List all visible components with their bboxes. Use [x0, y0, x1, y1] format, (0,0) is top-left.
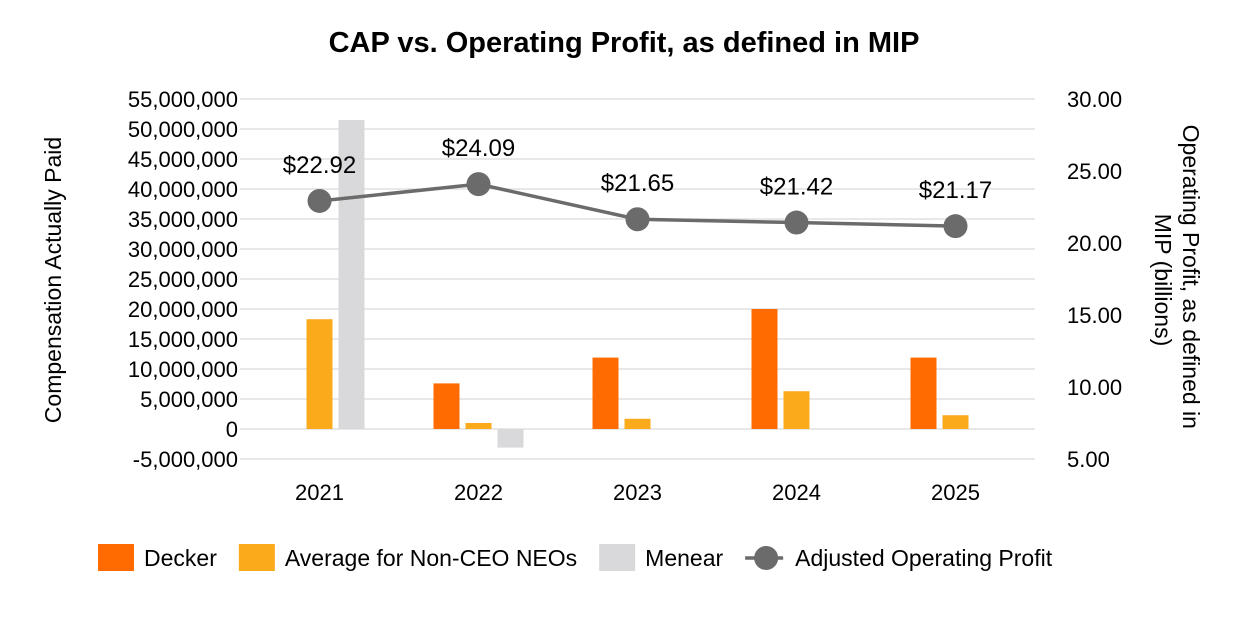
right-tick-label: 15.00: [1067, 303, 1122, 328]
gridlines: [240, 98, 1035, 460]
line-point: [307, 188, 332, 213]
legend-swatch-menear: [599, 544, 636, 571]
bar-average-for-non-ceo-neos: [783, 391, 810, 429]
left-axis-ticks: -5,000,000 0 5,000,000 10,000,000 15,000,000…: [128, 87, 238, 472]
right-tick-label: 20.00: [1067, 231, 1122, 256]
bar-average-for-non-ceo-neos: [942, 415, 969, 429]
bar-decker: [433, 383, 460, 429]
legend-label-average-for-non-ceo-neos: Average for Non-CEO NEOs: [285, 545, 577, 571]
right-tick-label: 30.00: [1067, 87, 1122, 112]
right-tick-label: 10.00: [1067, 375, 1122, 400]
data-labels: $22.92 $24.09 $21.65 $21.42 $21.17: [283, 135, 992, 204]
legend: Decker Average for Non-CEO NEOs Menear Adju…: [98, 544, 1053, 571]
legend-label-adjusted-operating-profit: Adjusted Operating Profit: [795, 545, 1053, 571]
left-tick-label: 50,000,000: [128, 117, 238, 142]
left-tick-label: 35,000,000: [128, 207, 238, 232]
x-axis-ticks: 2021 2022 2023 2024 2025: [295, 480, 980, 505]
left-tick-label: 30,000,000: [128, 237, 238, 262]
legend-swatch-average-for-non-ceo-neos: [238, 544, 275, 571]
left-tick-label: 15,000,000: [128, 327, 238, 352]
data-label: $22.92: [283, 152, 356, 179]
x-tick-label: 2022: [454, 480, 503, 505]
right-axis-title-line-1: Operating Profit, as defined in: [1178, 125, 1204, 429]
data-label: $21.65: [601, 170, 674, 197]
line-point: [943, 214, 968, 239]
operating-profit-line: [307, 172, 968, 239]
bar-decker: [910, 357, 937, 429]
data-label: $21.17: [919, 177, 992, 204]
x-tick-label: 2025: [931, 480, 980, 505]
x-tick-label: 2021: [295, 480, 344, 505]
line-point: [625, 207, 650, 232]
left-tick-label: 25,000,000: [128, 267, 238, 292]
line-point: [466, 172, 491, 197]
left-tick-label: 10,000,000: [128, 357, 238, 382]
right-tick-label: 25.00: [1067, 159, 1122, 184]
legend-label-menear: Menear: [645, 545, 723, 571]
bar-average-for-non-ceo-neos: [465, 423, 492, 429]
data-label: $21.42: [760, 174, 833, 201]
x-tick-label: 2024: [772, 480, 821, 505]
bar-menear: [338, 120, 365, 429]
x-tick-label: 2023: [613, 480, 662, 505]
right-axis-ticks: 5.00 10.00 15.00 20.00 25.00 30.00: [1067, 87, 1122, 472]
chart-title: CAP vs. Operating Profit, as defined in …: [329, 27, 920, 59]
legend-marker-adjusted-operating-profit: [754, 546, 779, 570]
left-tick-label: 5,000,000: [140, 387, 238, 412]
right-axis-title-line-2: MIP (billions): [1150, 214, 1176, 347]
left-axis-title: Compensation Actually Paid: [40, 137, 66, 423]
bar-decker: [592, 357, 619, 429]
bars: [306, 120, 969, 448]
right-tick-label: 5.00: [1067, 447, 1110, 472]
left-tick-label: -5,000,000: [133, 447, 238, 472]
left-tick-label: 40,000,000: [128, 177, 238, 202]
legend-label-decker: Decker: [144, 545, 217, 571]
left-tick-label: 20,000,000: [128, 297, 238, 322]
left-tick-label: 0: [226, 417, 238, 442]
legend-swatch-decker: [98, 544, 134, 571]
line-point: [784, 210, 809, 235]
bar-menear: [497, 429, 524, 448]
left-tick-label: 55,000,000: [128, 87, 238, 112]
bar-average-for-non-ceo-neos: [306, 319, 333, 429]
bar-average-for-non-ceo-neos: [624, 418, 651, 429]
left-tick-label: 45,000,000: [128, 147, 238, 172]
data-label: $24.09: [442, 135, 515, 162]
bar-decker: [751, 309, 778, 429]
right-axis-title: Operating Profit, as defined in MIP (bil…: [1150, 125, 1204, 436]
